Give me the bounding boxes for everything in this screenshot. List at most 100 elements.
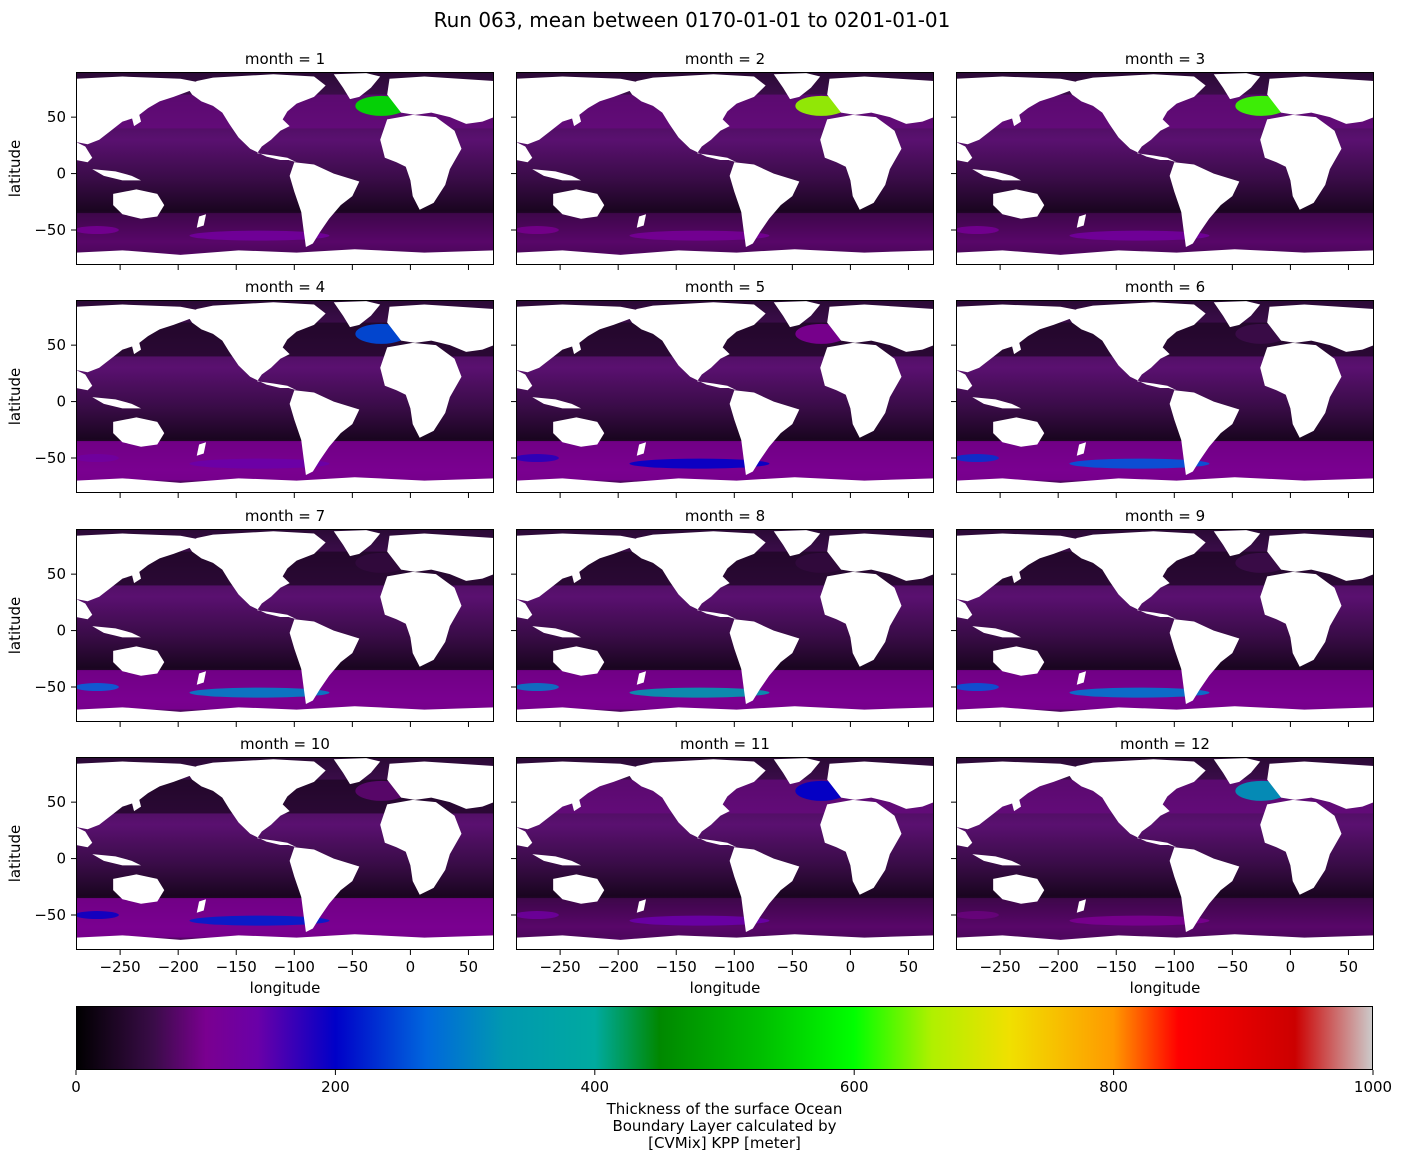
land-mask [76, 530, 494, 722]
panel-frame [516, 300, 934, 493]
colorbar-gradient [76, 1006, 1373, 1070]
figure-suptitle: Run 063, mean between 0170-01-01 to 0201… [434, 8, 951, 32]
panel-title: month = 2 [685, 50, 765, 68]
x-tick-label: −200 [158, 958, 199, 976]
x-axis-label: longitude [1130, 979, 1201, 997]
map-panel-month-12: month = 12 −250 −200 −150 −100 −50 0 50 longitud… [951, 735, 1374, 997]
y-tick-label: 0 [56, 393, 66, 411]
y-tick-label: 0 [56, 850, 66, 868]
southern-ocean-streak [189, 915, 330, 926]
colorbar-tick-label: 400 [580, 1078, 609, 1096]
panel-title: month = 4 [245, 278, 325, 296]
indian-sector-streak [76, 454, 119, 463]
x-tick-label: −50 [777, 958, 809, 976]
southern-ocean-streak [629, 915, 770, 926]
map-panel-month-10: month = 10 −50 0 50 −250 −200 −150 −100 −50 0 50 la… [6, 735, 494, 997]
map-panel-month-1: month = 1 −50 0 50 latitude [6, 50, 494, 270]
x-axis-label: longitude [690, 979, 761, 997]
indian-sector-streak [76, 683, 119, 692]
y-tick-label: 0 [56, 165, 66, 183]
land-mask [516, 530, 934, 722]
x-tick-label: −150 [1096, 958, 1137, 976]
southern-ocean-streak [629, 230, 770, 241]
colorbar-tick-label: 0 [71, 1078, 81, 1096]
colorbar-label-line: Boundary Layer calculated by [612, 1117, 836, 1135]
land-mask [956, 530, 1374, 722]
panel-frame [956, 529, 1374, 722]
indian-sector-streak [956, 911, 999, 920]
x-tick-label: −200 [598, 958, 639, 976]
southern-ocean-streak [189, 687, 330, 698]
indian-sector-streak [516, 911, 559, 920]
southern-ocean-streak [189, 230, 330, 241]
x-tick-label: −100 [1154, 958, 1195, 976]
panel-title: month = 10 [240, 735, 330, 753]
map-panel-month-4: month = 4 −50 0 50 latitude [6, 278, 494, 498]
y-axis-label: latitude [6, 597, 24, 655]
map-panel-month-6: month = 6 [951, 278, 1374, 498]
x-tick-label: −250 [540, 958, 581, 976]
indian-sector-streak [76, 911, 119, 920]
colorbar-tick-label: 800 [1099, 1078, 1128, 1096]
land-mask [516, 758, 934, 950]
y-tick-label: 0 [56, 622, 66, 640]
x-tick-label: −150 [216, 958, 257, 976]
panel-frame [956, 757, 1374, 950]
y-tick-label: 50 [47, 336, 66, 354]
southern-ocean-streak [629, 687, 770, 698]
land-mask [956, 73, 1374, 265]
land-mask [76, 73, 494, 265]
colorbar: 0 200 400 600 800 1000 Thickness of the surfac… [71, 1006, 1392, 1152]
map-panel-month-7: month = 7 −50 0 50 latitude [6, 507, 494, 727]
panel-title: month = 12 [1120, 735, 1210, 753]
panel-frame [956, 72, 1374, 265]
panel-title: month = 6 [1125, 278, 1205, 296]
x-tick-label: 0 [406, 958, 416, 976]
x-tick-label: −50 [1217, 958, 1249, 976]
southern-ocean-streak [189, 458, 330, 469]
y-tick-label: −50 [34, 221, 66, 239]
indian-sector-streak [516, 454, 559, 463]
indian-sector-streak [956, 226, 999, 235]
southern-ocean-streak [629, 458, 770, 469]
x-tick-label: −50 [337, 958, 369, 976]
y-tick-label: 50 [47, 793, 66, 811]
x-axis-label: longitude [250, 979, 321, 997]
land-mask [516, 73, 934, 265]
panel-frame [76, 72, 494, 265]
panel-frame [76, 529, 494, 722]
indian-sector-streak [956, 683, 999, 692]
x-tick-label: 0 [846, 958, 856, 976]
y-tick-label: 50 [47, 565, 66, 583]
y-tick-label: −50 [34, 449, 66, 467]
colorbar-tick-label: 1000 [1354, 1078, 1392, 1096]
colorbar-tick-label: 600 [840, 1078, 869, 1096]
land-mask [76, 301, 494, 493]
southern-ocean-streak [1069, 915, 1210, 926]
map-panel-month-3: month = 3 [951, 50, 1374, 270]
indian-sector-streak [76, 226, 119, 235]
y-tick-label: 50 [47, 108, 66, 126]
y-axis-label: latitude [6, 825, 24, 883]
map-panel-month-2: month = 2 [511, 50, 934, 270]
panel-frame [516, 757, 934, 950]
x-tick-label: 0 [1286, 958, 1296, 976]
panel-title: month = 5 [685, 278, 765, 296]
panel-title: month = 8 [685, 507, 765, 525]
panel-frame [76, 757, 494, 950]
southern-ocean-streak [1069, 230, 1210, 241]
x-tick-label: −100 [714, 958, 755, 976]
map-panel-month-8: month = 8 [511, 507, 934, 727]
panel-title: month = 9 [1125, 507, 1205, 525]
southern-ocean-streak [1069, 458, 1210, 469]
y-axis-label: latitude [6, 140, 24, 198]
x-tick-label: −250 [980, 958, 1021, 976]
colorbar-label-line: [CVMix] KPP [meter] [648, 1134, 801, 1152]
colorbar-label-line: Thickness of the surface Ocean [606, 1100, 843, 1118]
panel-frame [516, 72, 934, 265]
y-axis-label: latitude [6, 368, 24, 426]
x-tick-label: 50 [459, 958, 478, 976]
x-tick-label: −150 [656, 958, 697, 976]
land-mask [956, 301, 1374, 493]
